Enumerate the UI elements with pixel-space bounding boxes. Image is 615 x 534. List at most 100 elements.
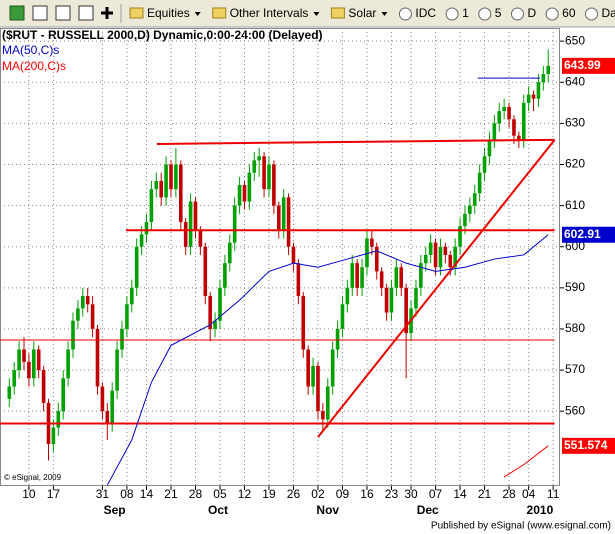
icon[interactable] (9, 5, 25, 21)
interval-option[interactable]: Daily (602, 6, 615, 20)
price-tag-label: 602.91 (564, 227, 601, 241)
candle-body (80, 296, 85, 309)
radio[interactable] (478, 7, 492, 21)
x-tick-label: 10 (22, 487, 36, 501)
candle-body (482, 156, 487, 173)
candle-body (272, 164, 276, 206)
x-tick-label: 16 (360, 487, 374, 501)
month-label: Nov (316, 503, 339, 517)
candle-body (301, 296, 306, 350)
y-tick-label: 610 (565, 198, 585, 212)
candle-body (384, 287, 389, 313)
footer: Published by eSignal (www.esignal.com) (431, 521, 611, 532)
candle-body (174, 164, 178, 190)
interval-option[interactable]: 5 (495, 6, 502, 20)
radio[interactable] (510, 7, 524, 21)
dropdown[interactable]: Other Intervals (230, 6, 309, 20)
candle-body (531, 94, 536, 99)
candle-body (223, 263, 227, 288)
candle-body (487, 139, 492, 157)
dropdown-arrow[interactable] (313, 12, 320, 16)
candle-body (237, 185, 242, 206)
icon[interactable] (55, 5, 71, 21)
interval-option[interactable]: 60 (562, 6, 576, 20)
dropdown-arrow[interactable] (194, 12, 201, 16)
folder-icon[interactable] (129, 7, 144, 19)
month-label: 2010 (527, 503, 554, 517)
radio[interactable] (445, 7, 459, 21)
x-tick-label: 05 (213, 487, 227, 501)
candle-body (17, 349, 21, 371)
x-tick-label: 02 (311, 487, 325, 501)
candle-body (546, 65, 551, 75)
candle-body (90, 304, 95, 329)
dropdown[interactable]: Solar (348, 6, 376, 20)
candle-body (110, 390, 114, 424)
candle-body (95, 328, 100, 387)
candle-body (129, 287, 134, 305)
candle-body (370, 238, 374, 247)
candle-body (247, 172, 252, 202)
x-tick-label: 07 (429, 487, 443, 501)
candle-body (61, 378, 66, 412)
candle-body (188, 201, 193, 247)
candle-body (115, 349, 119, 391)
interval-option[interactable]: D (527, 6, 536, 20)
icon[interactable] (32, 5, 48, 21)
candle-body (521, 102, 526, 140)
price-tag (562, 57, 615, 74)
candle-body (120, 328, 124, 350)
candle-body (379, 271, 384, 288)
candle-body (433, 242, 438, 268)
toolbar-items: Equities Other Intervals Solar IDC 1 5 D 60 Dail… (129, 6, 615, 21)
candle-body (22, 349, 26, 362)
candle-body (252, 160, 257, 173)
candle-body (169, 164, 173, 190)
candle-body (443, 246, 448, 255)
candle-body (232, 205, 237, 243)
x-tick-label: 19 (262, 487, 276, 501)
icon[interactable] (78, 5, 94, 21)
candle-body (296, 263, 301, 297)
y-tick-label: 590 (565, 280, 585, 294)
interval-option[interactable]: IDC (415, 6, 436, 20)
x-tick-label: 31 (96, 487, 110, 501)
month-label: Oct (208, 503, 228, 517)
candle-body (183, 222, 188, 247)
price-tag (562, 226, 615, 243)
x-tick-label: 04 (522, 487, 536, 501)
icon[interactable] (101, 7, 113, 19)
candle-body (164, 164, 168, 198)
trendline (156, 138, 555, 145)
candle-body (71, 320, 75, 350)
dropdown[interactable]: Equities (147, 6, 190, 20)
candle-body (262, 156, 266, 190)
candle-body (512, 119, 516, 136)
candle-body (105, 411, 110, 424)
candle-body (32, 349, 36, 379)
candle-body (100, 386, 105, 412)
price-tag-label: 551.574 (564, 438, 608, 452)
candle-body (154, 180, 159, 190)
interval-option[interactable]: 1 (462, 6, 469, 20)
candle-body (517, 135, 521, 140)
x-tick-label: 21 (478, 487, 492, 501)
radio[interactable] (545, 7, 559, 21)
dropdown-arrow[interactable] (381, 12, 388, 16)
candle-body (541, 74, 546, 83)
candle-body (198, 230, 203, 247)
candle-body (193, 201, 198, 231)
candle-body (497, 111, 502, 124)
radio[interactable] (585, 7, 598, 21)
copyright: © eSignal, 2009 (4, 473, 62, 482)
x-tick-label: 14 (453, 487, 467, 501)
folder-icon[interactable] (212, 7, 227, 19)
folder-icon[interactable] (330, 7, 345, 19)
moving-average (503, 445, 549, 478)
candle-body (149, 189, 154, 223)
radio[interactable] (398, 7, 412, 21)
candle-body (66, 349, 70, 379)
candle-body (306, 349, 310, 387)
candle-body (41, 370, 46, 403)
candle-body (36, 349, 41, 371)
